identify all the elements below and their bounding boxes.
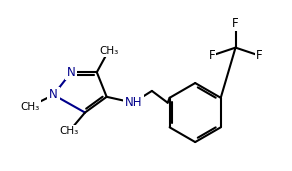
Text: F: F xyxy=(232,17,239,30)
Text: F: F xyxy=(256,49,263,62)
Text: NH: NH xyxy=(124,96,142,109)
Text: CH₃: CH₃ xyxy=(20,102,39,112)
Text: F: F xyxy=(208,49,215,62)
Text: N: N xyxy=(49,88,58,101)
Text: CH₃: CH₃ xyxy=(60,126,79,136)
Text: N: N xyxy=(67,66,76,79)
Text: CH₃: CH₃ xyxy=(99,46,118,56)
